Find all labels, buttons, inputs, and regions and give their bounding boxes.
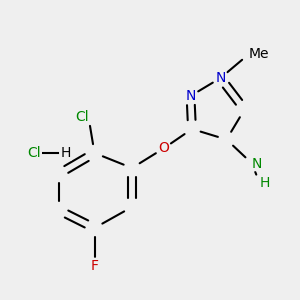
Text: Me: Me <box>249 47 269 61</box>
Text: F: F <box>91 259 98 272</box>
Text: N: N <box>185 89 196 103</box>
Text: O: O <box>158 142 169 155</box>
Text: N: N <box>252 157 262 170</box>
Text: Cl: Cl <box>75 110 88 124</box>
Text: H: H <box>260 176 270 190</box>
Text: Cl: Cl <box>28 146 41 160</box>
Text: H: H <box>61 146 71 160</box>
Text: N: N <box>215 71 226 85</box>
